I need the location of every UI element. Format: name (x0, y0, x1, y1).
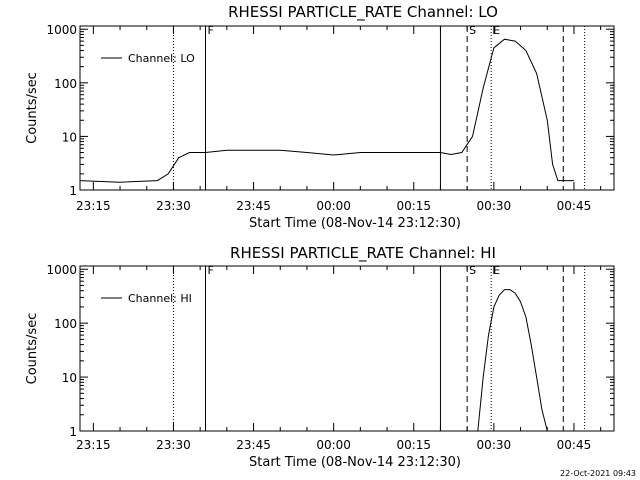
y-tick-label: 1000 (46, 263, 77, 277)
y-tick-label: 1 (69, 184, 77, 198)
x-tick-label: 00:00 (316, 199, 351, 213)
x-tick-label: 23:15 (76, 199, 111, 213)
panel-lo: RHESSI PARTICLE_RATE Channel: LO 23:15 23:… (25, 3, 615, 231)
x-tick-label: 23:45 (236, 199, 271, 213)
chart-title: RHESSI PARTICLE_RATE Channel: LO (228, 3, 498, 22)
y-tick-label: 100 (54, 77, 77, 91)
y-tick-label: 10 (62, 371, 77, 385)
plot-frame (79, 265, 615, 432)
chart-title: RHESSI PARTICLE_RATE Channel: HI (230, 244, 496, 263)
x-tick-label: 00:30 (477, 438, 512, 452)
x-tick-label: 23:30 (156, 199, 191, 213)
y-tick-label: 1 (69, 425, 77, 439)
y-axis-label: Counts/sec (25, 72, 40, 144)
series-line (79, 38, 574, 183)
y-tick-label: 100 (54, 317, 77, 331)
x-tick-label: 23:30 (156, 438, 191, 452)
x-tick-label: 00:45 (557, 199, 592, 213)
event-marker-label: S (469, 24, 476, 37)
legend-label: Channel: LO (128, 52, 195, 65)
legend-label: Channel: HI (128, 292, 192, 305)
x-tick-label: 00:45 (557, 438, 592, 452)
event-marker-label: E (493, 24, 500, 37)
x-tick-label: 00:15 (396, 199, 431, 213)
y-tick-label: 1000 (46, 23, 77, 37)
x-axis-label: Start Time (08-Nov-14 23:12:30) (249, 216, 461, 231)
x-tick-label: 23:45 (236, 438, 271, 452)
x-axis-label: Start Time (08-Nov-14 23:12:30) (249, 455, 461, 470)
x-tick-label: 00:00 (316, 438, 351, 452)
series-line (477, 289, 548, 432)
panel-hi: RHESSI PARTICLE_RATE Channel: HI 23:15 23:… (25, 244, 615, 470)
event-marker-label: F (207, 264, 213, 277)
x-tick-label: 00:30 (477, 199, 512, 213)
x-tick-label: 23:15 (76, 438, 111, 452)
generation-timestamp: 22-Oct-2021 09:43 (560, 469, 636, 478)
x-tick-label: 00:15 (396, 438, 431, 452)
y-axis-label: Counts/sec (25, 313, 40, 385)
plot-frame (79, 25, 615, 191)
event-marker-label: S (469, 264, 476, 277)
event-marker-label: F (207, 24, 213, 37)
event-marker-label: E (493, 264, 500, 277)
y-tick-label: 10 (62, 130, 77, 144)
